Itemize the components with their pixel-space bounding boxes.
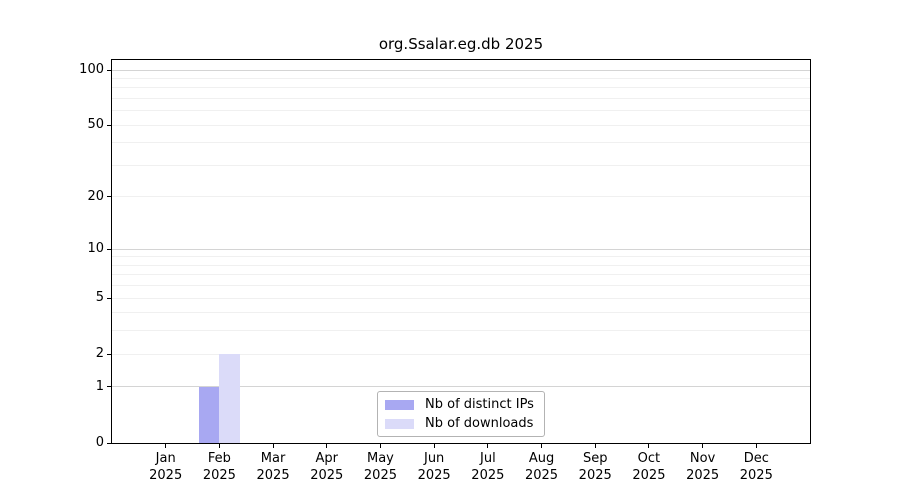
legend-item-downloads: Nb of downloads [385, 414, 537, 433]
x-tick-month: Jan [155, 451, 176, 466]
bar-feb-downloads [219, 354, 240, 443]
y-tick [107, 442, 112, 444]
x-tick-year: 2025 [686, 468, 720, 483]
y-tick [107, 196, 112, 198]
minor-gridline [112, 256, 810, 258]
y-tick-label: 20 [87, 188, 104, 204]
x-tick [487, 444, 489, 448]
y-tick-label: 10 [87, 241, 104, 257]
x-tick-year: 2025 [417, 468, 451, 483]
y-tick-label: 5 [95, 290, 104, 306]
x-tick [379, 444, 381, 448]
x-tick-label: Oct 2025 [617, 450, 681, 484]
legend-label-distinct-ips: Nb of distinct IPs [425, 397, 534, 412]
x-tick-label: Dec 2025 [724, 450, 788, 484]
x-tick [702, 444, 704, 448]
minor-gridline [112, 353, 810, 355]
minor-gridline [112, 196, 810, 198]
x-tick [594, 444, 596, 448]
x-tick-month: Oct [637, 451, 661, 466]
bar-feb-distinct-ips [198, 386, 220, 443]
x-tick-year: 2025 [310, 468, 344, 483]
major-gridline [112, 386, 810, 388]
x-tick-year: 2025 [256, 468, 290, 483]
x-tick-year: 2025 [363, 468, 397, 483]
minor-gridline [112, 297, 810, 299]
minor-gridline [112, 285, 810, 287]
minor-gridline [112, 97, 810, 99]
y-tick [107, 124, 112, 126]
x-tick [433, 444, 435, 448]
x-tick [218, 444, 220, 448]
y-tick [107, 69, 112, 71]
x-tick-month: Jun [423, 451, 445, 466]
x-tick-label: Sep 2025 [563, 450, 627, 484]
x-tick-label: Jul 2025 [456, 450, 520, 484]
x-tick-label: Mar 2025 [241, 450, 305, 484]
legend-label-downloads: Nb of downloads [425, 416, 534, 431]
x-tick-year: 2025 [471, 468, 505, 483]
x-tick-month: Apr [315, 451, 339, 466]
y-tick-label: 2 [95, 346, 104, 362]
legend: Nb of distinct IPs Nb of downloads [377, 391, 545, 437]
x-tick-month: Jul [480, 451, 496, 466]
minor-gridline [112, 124, 810, 126]
x-tick-year: 2025 [149, 468, 183, 483]
x-tick-month: Dec [743, 451, 769, 466]
y-tick [107, 353, 112, 355]
y-tick [107, 297, 112, 299]
x-tick-label: Jun 2025 [402, 450, 466, 484]
chart-title: org.Ssalar.eg.db 2025 [378, 35, 544, 53]
x-tick-year: 2025 [739, 468, 773, 483]
major-gridline [112, 248, 810, 250]
x-tick-label: Nov 2025 [671, 450, 735, 484]
x-tick-year: 2025 [202, 468, 236, 483]
minor-gridline [112, 77, 810, 79]
minor-gridline [112, 142, 810, 144]
major-gridline [112, 69, 810, 71]
minor-gridline [112, 274, 810, 276]
minor-gridline [112, 312, 810, 314]
y-tick [107, 386, 112, 388]
x-tick-label: Apr 2025 [295, 450, 359, 484]
minor-gridline [112, 264, 810, 266]
plot-area [112, 60, 810, 443]
x-tick-label: Jan 2025 [134, 450, 198, 484]
legend-swatch-downloads [385, 418, 414, 429]
x-tick-label: Aug 2025 [510, 450, 574, 484]
y-tick-label: 50 [87, 117, 104, 133]
x-tick [165, 444, 167, 448]
minor-gridline [112, 164, 810, 166]
x-tick-month: Sep [582, 451, 608, 466]
x-tick-month: Aug [528, 451, 555, 466]
y-tick-label: 0 [95, 435, 104, 450]
x-tick-year: 2025 [578, 468, 612, 483]
minor-gridline [112, 110, 810, 112]
x-tick-month: Feb [207, 451, 231, 466]
x-tick [755, 444, 757, 448]
x-tick-month: Mar [260, 451, 286, 466]
x-tick [326, 444, 328, 448]
minor-gridline [112, 87, 810, 89]
x-tick-label: Feb 2025 [187, 450, 251, 484]
y-tick [107, 248, 112, 250]
x-tick-year: 2025 [632, 468, 666, 483]
y-tick-label: 100 [79, 62, 104, 77]
x-tick [541, 444, 543, 448]
x-tick-label: May 2025 [348, 450, 412, 484]
legend-item-distinct-ips: Nb of distinct IPs [385, 395, 537, 414]
x-tick-year: 2025 [524, 468, 559, 483]
x-tick [648, 444, 650, 448]
x-tick-month: May [367, 451, 394, 466]
x-tick-month: Nov [689, 451, 716, 466]
legend-swatch-distinct-ips [385, 399, 414, 410]
minor-gridline [112, 330, 810, 332]
x-tick [272, 444, 274, 448]
y-tick-label: 1 [95, 378, 104, 394]
